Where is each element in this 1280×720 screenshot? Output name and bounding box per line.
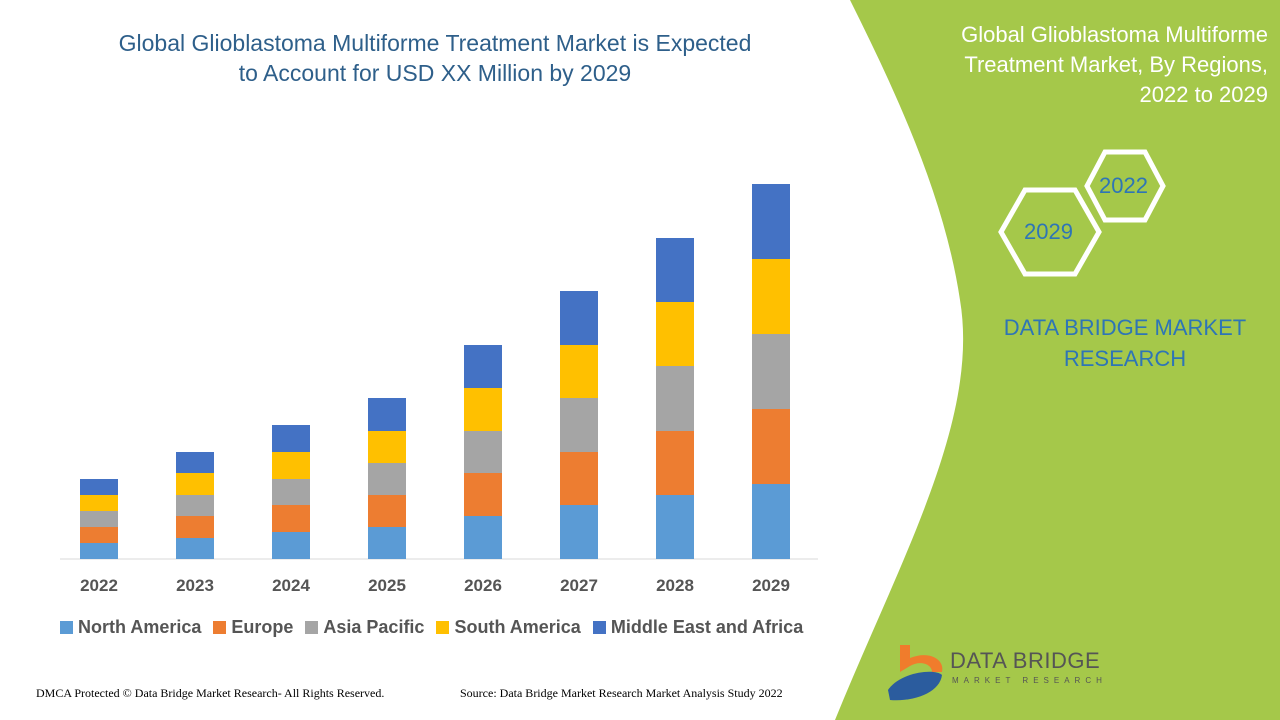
- bar-2028-middle-east-and-africa: [656, 238, 694, 302]
- logo-name: DATA BRIDGE: [950, 648, 1101, 673]
- side-title-line-2: Treatment Market, By Regions,: [964, 52, 1268, 77]
- bar-2022-south-america: [80, 495, 118, 511]
- bar-2028-asia-pacific: [656, 366, 694, 431]
- bar-2026-middle-east-and-africa: [464, 345, 502, 388]
- bar-2025-south-america: [368, 431, 406, 463]
- hex-label-2029: 2029: [1024, 219, 1073, 244]
- brand-line-2: RESEARCH: [1063, 346, 1187, 371]
- legend-label: South America: [454, 617, 581, 637]
- bar-2022-europe: [80, 527, 118, 543]
- bar-2029-europe: [752, 409, 790, 484]
- legend-label: Middle East and Africa: [610, 617, 804, 637]
- x-tick-label: 2022: [80, 576, 118, 595]
- footer-source: Source: Data Bridge Market Research Mark…: [460, 686, 783, 700]
- legend-swatch: [436, 621, 450, 634]
- bar-2023-middle-east-and-africa: [176, 452, 214, 473]
- hexagon-2022: [1084, 149, 1166, 223]
- bar-2026-south-america: [464, 388, 502, 431]
- title-line-2: to Account for USD XX Million by 2029: [238, 60, 632, 86]
- bar-2026-europe: [464, 473, 502, 516]
- legend-item: Asia Pacific: [305, 617, 424, 638]
- bar-2024-asia-pacific: [272, 479, 310, 505]
- brand-text: DATA BRIDGE MARKET RESEARCH: [985, 312, 1265, 374]
- legend-item: North America: [60, 617, 201, 638]
- bars-group: [80, 184, 790, 559]
- bar-2022-north-america: [80, 543, 118, 559]
- x-tick-label: 2027: [560, 576, 598, 595]
- hexagon-2029: [998, 187, 1102, 277]
- legend-item: Europe: [213, 617, 293, 638]
- bar-2026-north-america: [464, 516, 502, 559]
- hex-label-2022: 2022: [1099, 173, 1148, 198]
- bar-2029-south-america: [752, 259, 790, 334]
- legend-label: North America: [78, 617, 202, 637]
- bar-2024-south-america: [272, 452, 310, 479]
- x-tick-label: 2023: [176, 576, 214, 595]
- bar-2027-north-america: [560, 505, 598, 559]
- x-tick-label: 2026: [464, 576, 502, 595]
- bar-2023-south-america: [176, 473, 214, 495]
- title-line-1: Global Glioblastoma Multiforme Treatment…: [118, 30, 752, 56]
- bar-2028-north-america: [656, 495, 694, 559]
- bar-2029-asia-pacific: [752, 334, 790, 409]
- legend-label: Europe: [231, 617, 294, 637]
- bar-2025-middle-east-and-africa: [368, 398, 406, 431]
- bar-2027-south-america: [560, 345, 598, 398]
- legend-item: South America: [436, 617, 581, 638]
- bar-2028-europe: [656, 431, 694, 495]
- bar-2027-europe: [560, 452, 598, 505]
- bar-2024-north-america: [272, 532, 310, 559]
- bar-2025-asia-pacific: [368, 463, 406, 495]
- legend-swatch: [60, 621, 73, 634]
- legend: North America Europe Asia Pacific South Ame…: [60, 617, 803, 638]
- legend-swatch: [592, 621, 606, 634]
- bar-2028-south-america: [656, 302, 694, 366]
- side-title-line-3: 2022 to 2029: [1139, 82, 1268, 107]
- bar-2023-north-america: [176, 538, 214, 559]
- x-tick-label: 2024: [272, 576, 310, 595]
- x-tick-label: 2025: [368, 576, 406, 595]
- x-tick-label: 2029: [752, 576, 790, 595]
- legend-swatch: [305, 621, 319, 634]
- bar-2029-middle-east-and-africa: [752, 184, 790, 259]
- side-panel-title: Global Glioblastoma Multiforme Treatment…: [888, 20, 1268, 110]
- side-title-line-1: Global Glioblastoma Multiforme: [961, 22, 1268, 47]
- legend-label: Asia Pacific: [323, 617, 425, 637]
- green-panel: [835, 0, 1280, 720]
- legend-swatch: [213, 621, 227, 634]
- logo-icon: [888, 645, 943, 701]
- bar-2022-middle-east-and-africa: [80, 479, 118, 495]
- x-tick-label: 2028: [656, 576, 694, 595]
- bar-2025-europe: [368, 495, 406, 527]
- bar-2026-asia-pacific: [464, 431, 502, 473]
- bar-2023-europe: [176, 516, 214, 538]
- chart-title: Global Glioblastoma Multiforme Treatment…: [60, 28, 810, 88]
- bar-2022-asia-pacific: [80, 511, 118, 527]
- legend-item: Middle East and Africa: [592, 617, 804, 638]
- bar-2024-middle-east-and-africa: [272, 425, 310, 452]
- bar-2029-north-america: [752, 484, 790, 559]
- brand-line-1: DATA BRIDGE MARKET: [1003, 315, 1247, 340]
- bar-2023-asia-pacific: [176, 495, 214, 516]
- bar-2025-north-america: [368, 527, 406, 559]
- logo-subtitle: MARKET RESEARCH: [952, 676, 1107, 685]
- footer-copyright: DMCA Protected © Data Bridge Market Rese…: [36, 686, 385, 700]
- bar-2024-europe: [272, 505, 310, 532]
- bar-2027-asia-pacific: [560, 398, 598, 452]
- bar-2027-middle-east-and-africa: [560, 291, 598, 345]
